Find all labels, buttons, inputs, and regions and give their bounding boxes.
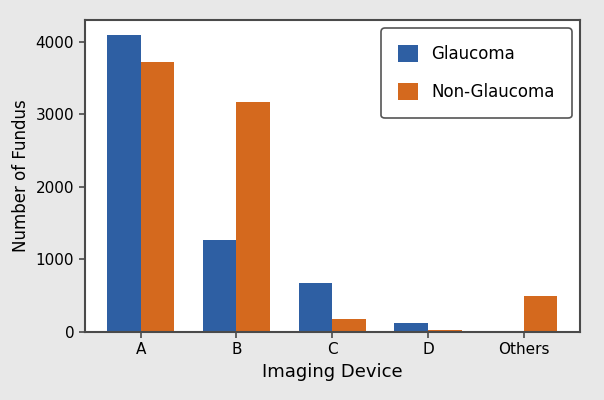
- Bar: [490, 331, 524, 332]
- Bar: [394, 323, 428, 332]
- Bar: [141, 62, 174, 332]
- Bar: [524, 296, 557, 332]
- Bar: [203, 240, 236, 332]
- Bar: [236, 102, 270, 332]
- Y-axis label: Number of Fundus: Number of Fundus: [12, 100, 30, 252]
- Bar: [298, 283, 332, 332]
- Bar: [428, 330, 461, 332]
- Legend: Glaucoma, Non-Glaucoma: Glaucoma, Non-Glaucoma: [382, 28, 571, 118]
- Bar: [107, 34, 141, 332]
- Bar: [332, 318, 366, 332]
- X-axis label: Imaging Device: Imaging Device: [262, 363, 402, 381]
